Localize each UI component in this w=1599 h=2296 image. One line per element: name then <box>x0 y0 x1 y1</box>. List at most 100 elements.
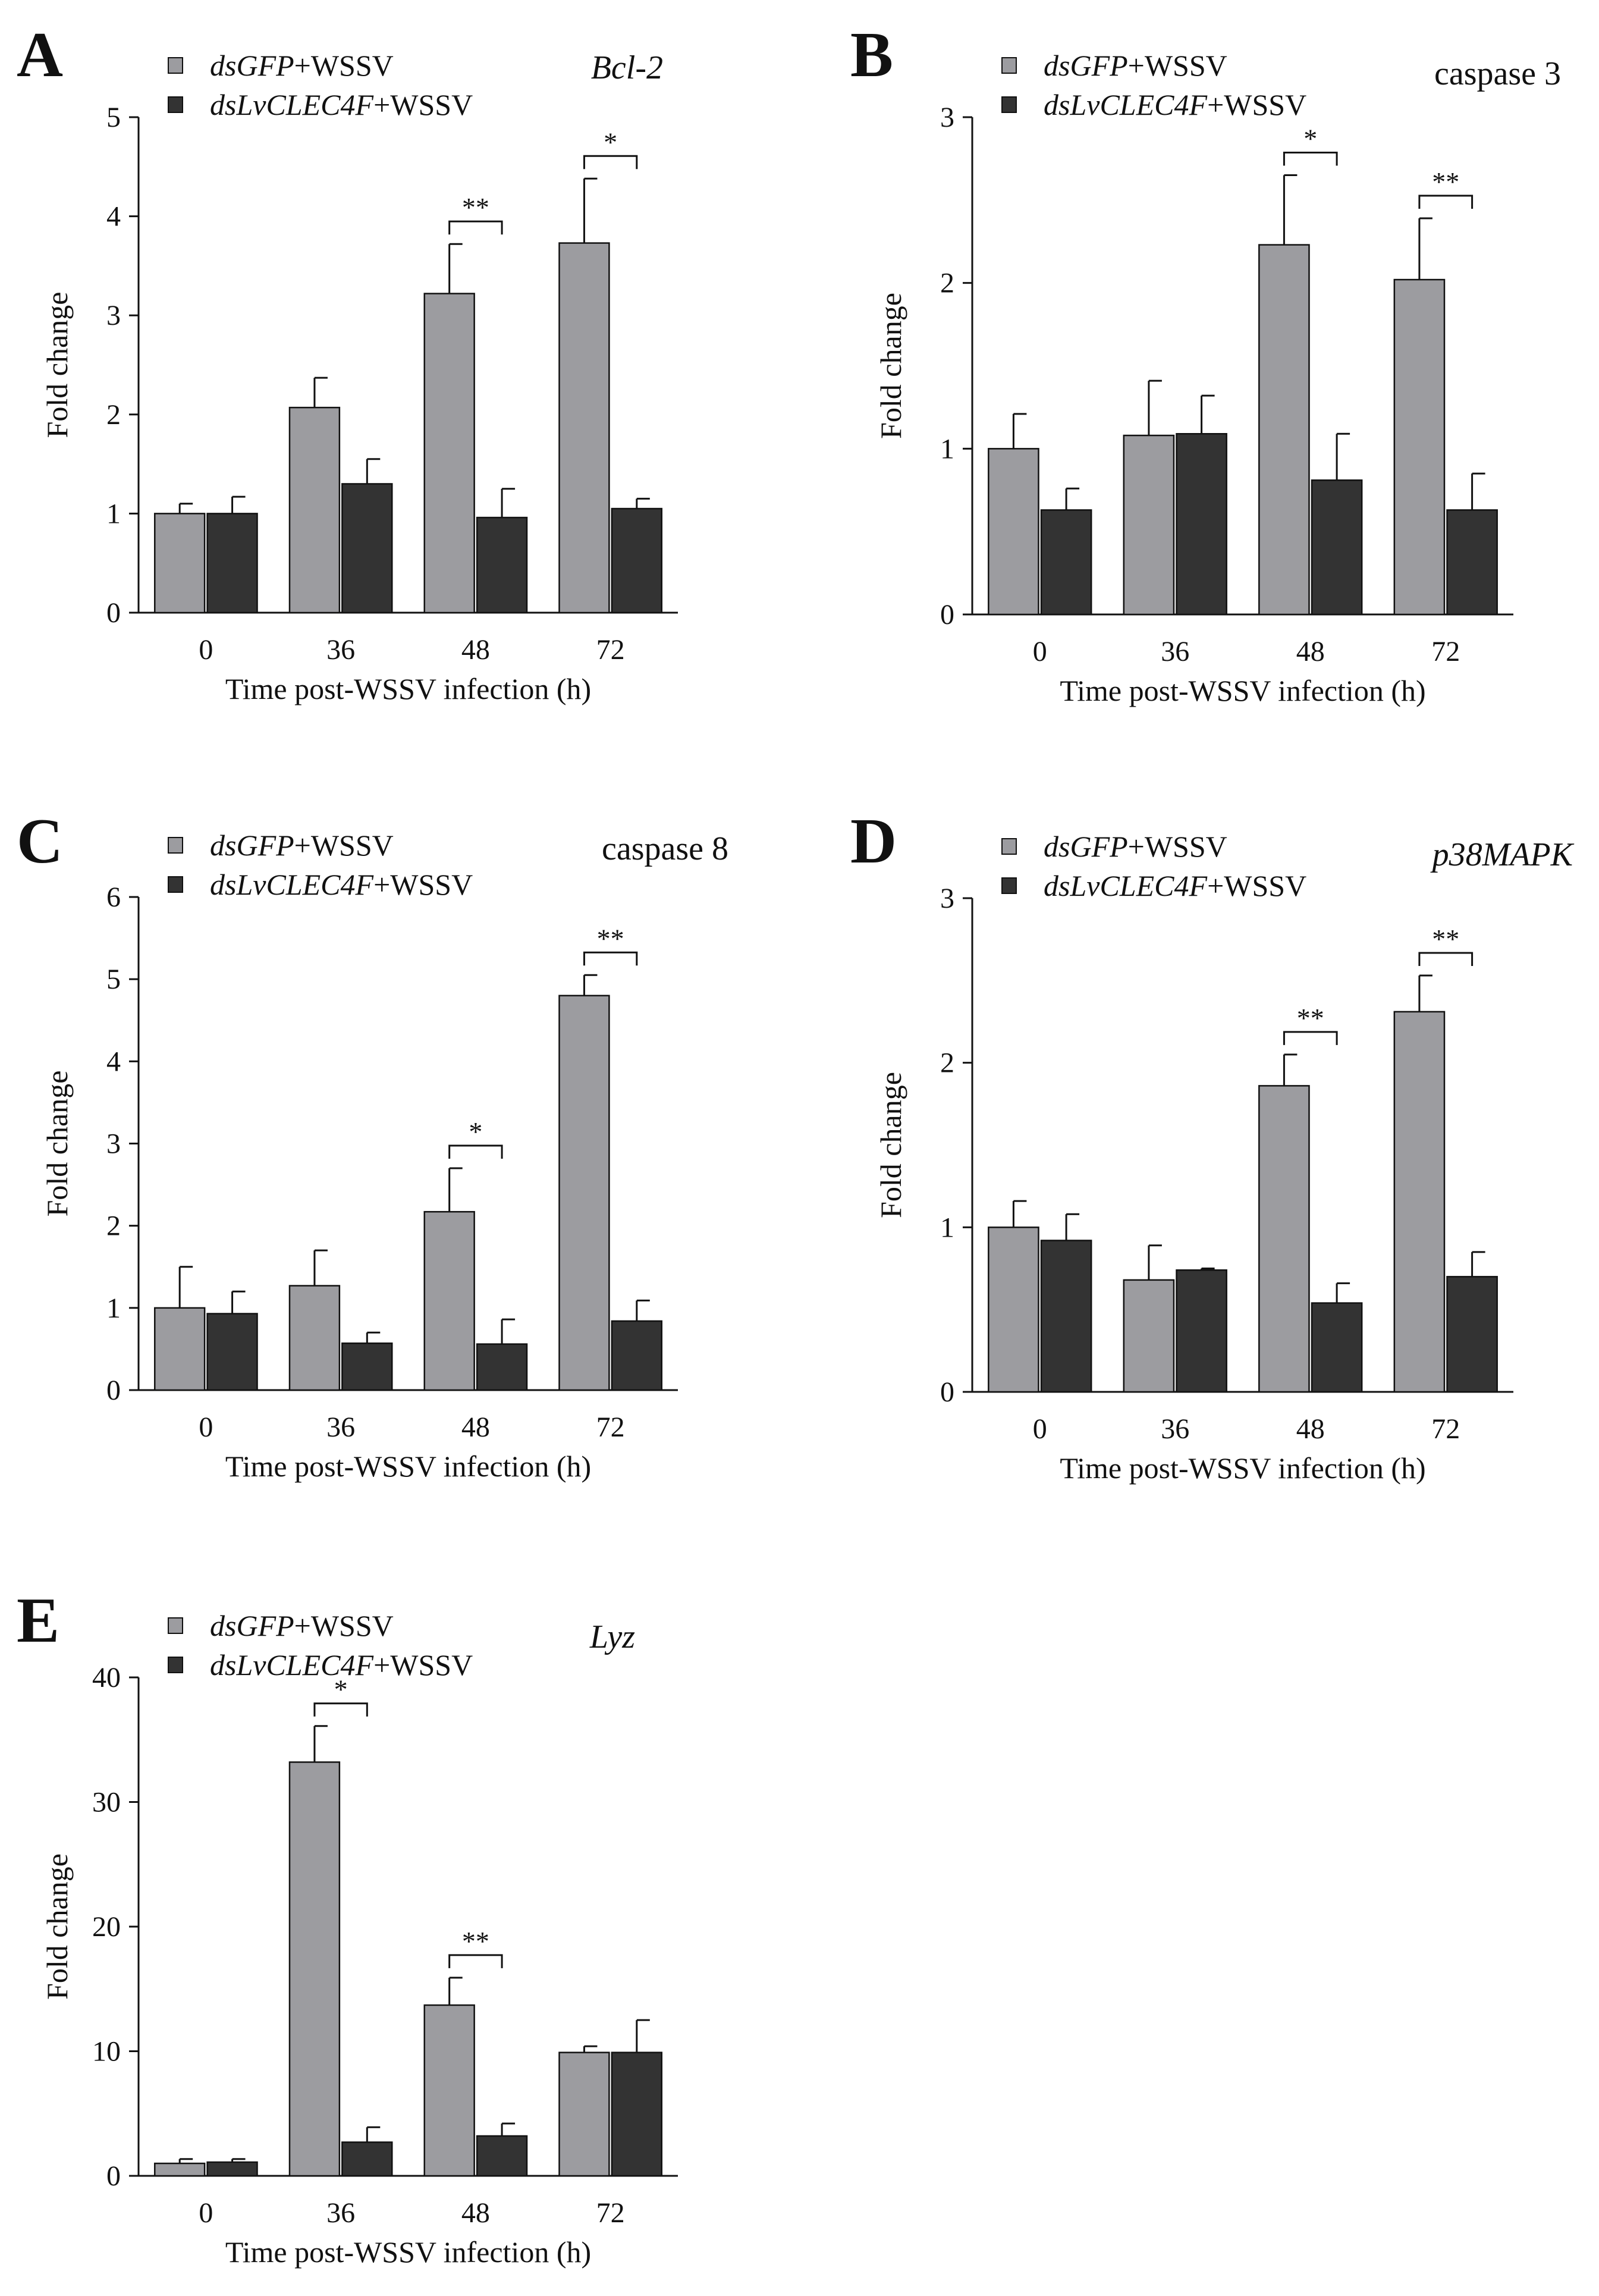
legend-entry: dsGFP+WSSV <box>1044 49 1227 82</box>
x-tick-label: 36 <box>326 634 355 666</box>
bar-dslvclec4f <box>1446 1276 1498 1393</box>
legend-entry: dsLvCLEC4F+WSSV <box>210 868 473 901</box>
y-tick-label: 0 <box>106 1375 121 1406</box>
bar-dslvclec4f <box>1040 1240 1092 1393</box>
legend-entry: dsGFP+WSSV <box>210 49 394 82</box>
significance-bracket <box>1283 1031 1338 1045</box>
bar-dsgfp <box>1123 434 1175 616</box>
bar-dslvclec4f <box>611 507 663 614</box>
bar-dsgfp <box>1123 1279 1175 1393</box>
y-tick-label: 1 <box>106 498 121 529</box>
legend-entry-italic: dsLvCLEC4F <box>210 1648 374 1682</box>
y-tick-label: 3 <box>106 300 121 331</box>
legend-entry-italic: dsGFP <box>210 829 294 862</box>
bar-dsgfp <box>988 448 1039 616</box>
y-tick-label: 5 <box>106 102 121 133</box>
panel-letter: B <box>850 20 893 90</box>
y-tick-label: 2 <box>106 399 121 431</box>
significance-bracket <box>1283 152 1338 166</box>
x-tick-label: 0 <box>199 634 213 666</box>
y-tick-label: 30 <box>92 1787 121 1818</box>
legend-entry: dsLvCLEC4F+WSSV <box>1044 88 1306 121</box>
x-tick-label: 72 <box>1431 636 1460 667</box>
bar-dsgfp <box>153 2162 206 2177</box>
y-tick-label: 3 <box>106 1128 121 1160</box>
y-tick-label: 2 <box>940 1047 954 1079</box>
significance-bracket <box>1418 952 1474 967</box>
bar-dslvclec4f <box>1176 1269 1227 1393</box>
legend-entry-italic: dsLvCLEC4F <box>1044 88 1208 121</box>
legend-entry-suffix: +WSSV <box>1128 49 1227 82</box>
bar-dsgfp <box>988 1227 1039 1393</box>
x-tick-label: 48 <box>461 634 490 666</box>
x-tick-label: 36 <box>1161 636 1189 667</box>
bar-dsgfp <box>153 1307 206 1391</box>
legend-entry: dsLvCLEC4F+WSSV <box>1044 869 1306 902</box>
bar-dsgfp <box>1258 244 1310 616</box>
legend-entry-suffix: +WSSV <box>1207 88 1306 121</box>
bar-dslvclec4f <box>1311 479 1363 616</box>
x-tick-label: 36 <box>326 1412 355 1443</box>
legend-entry-italic: dsGFP <box>1044 49 1128 82</box>
chart-panel-e: E Lyz 0 10 20 30 40 Fold change Time post-WSSV i… <box>17 1585 678 2269</box>
legend-entry-suffix: +WSSV <box>294 49 394 82</box>
y-axis-title: Fold change <box>40 292 74 438</box>
bar-dslvclec4f <box>206 513 258 614</box>
significance-bracket <box>1418 195 1474 209</box>
panel-letter: D <box>850 806 897 877</box>
significance-label: ** <box>597 923 624 953</box>
x-tick-label: 72 <box>596 2197 625 2229</box>
x-tick-label: 48 <box>1296 636 1325 667</box>
x-tick-label: 48 <box>461 2197 490 2229</box>
y-tick-label: 10 <box>92 2036 121 2068</box>
bar-dslvclec4f <box>341 483 393 614</box>
significance-label: ** <box>462 192 489 222</box>
legend-entry-italic: dsGFP <box>210 1609 294 1642</box>
bar-dsgfp <box>1393 1011 1446 1393</box>
y-tick-label: 20 <box>92 1911 121 1943</box>
significance-label: ** <box>1432 167 1459 197</box>
y-tick-label: 40 <box>92 1662 121 1693</box>
significance-bracket <box>313 1702 368 1717</box>
legend-entry-italic: dsLvCLEC4F <box>1044 869 1208 902</box>
x-axis-title: Time post-WSSV infection (h) <box>225 2235 591 2269</box>
legend-swatch-dslvclec4f <box>1001 877 1017 894</box>
y-axis-title: Fold change <box>874 1072 907 1218</box>
x-axis-title: Time post-WSSV infection (h) <box>1060 674 1425 707</box>
bar-dsgfp <box>423 2004 475 2177</box>
y-tick-label: 3 <box>940 102 954 133</box>
bar-dsgfp <box>153 513 206 614</box>
y-tick-label: 0 <box>106 2160 121 2192</box>
x-tick-label: 48 <box>461 1412 490 1443</box>
bar-dsgfp <box>558 242 610 614</box>
legend-entry: dsGFP+WSSV <box>1044 830 1227 863</box>
legend-entry-italic: dsGFP <box>210 49 294 82</box>
legend-swatch-dsgfp <box>168 57 183 74</box>
y-axis-title: Fold change <box>40 1853 74 2000</box>
legend-entry-suffix: +WSSV <box>373 1648 473 1682</box>
y-tick-label: 4 <box>106 201 121 233</box>
significance-label: ** <box>1297 1003 1324 1033</box>
x-tick-label: 0 <box>1033 636 1047 667</box>
legend-swatch-dsgfp <box>1001 838 1017 855</box>
x-tick-label: 72 <box>596 634 625 666</box>
legend-swatch-dslvclec4f <box>1001 96 1017 113</box>
bar-dsgfp <box>288 1761 341 2177</box>
y-axis-title: Fold change <box>874 293 907 439</box>
y-tick-label: 1 <box>940 433 954 465</box>
significance-bracket <box>448 1144 503 1159</box>
chart-title: Lyz <box>589 1619 635 1655</box>
legend-entry: dsGFP+WSSV <box>210 1609 394 1642</box>
x-tick-label: 0 <box>199 2197 213 2229</box>
significance-label: * <box>469 1116 482 1147</box>
y-tick-label: 0 <box>940 1376 954 1408</box>
bar-dsgfp <box>288 406 341 614</box>
y-tick-label: 6 <box>106 882 121 913</box>
x-tick-label: 72 <box>596 1412 625 1443</box>
bar-dslvclec4f <box>1176 433 1227 616</box>
bar-dsgfp <box>288 1285 341 1391</box>
